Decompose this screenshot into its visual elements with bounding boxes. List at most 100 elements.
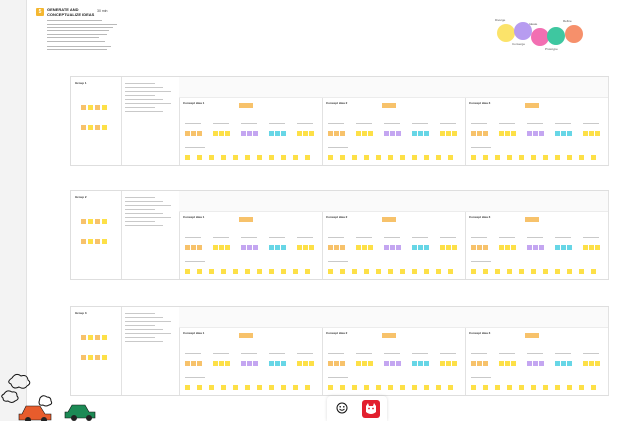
- sticky-note[interactable]: [197, 245, 202, 250]
- sticky-note[interactable]: [241, 361, 246, 366]
- sticky-note[interactable]: [269, 361, 274, 366]
- sticky-note[interactable]: [328, 385, 333, 390]
- sticky-note[interactable]: [505, 245, 510, 250]
- sticky-note[interactable]: [269, 131, 274, 136]
- sticky-note[interactable]: [253, 131, 258, 136]
- sticky-note[interactable]: [245, 385, 250, 390]
- sticky-note[interactable]: [531, 269, 536, 274]
- sticky-note[interactable]: [334, 131, 339, 136]
- sticky-note[interactable]: [483, 385, 488, 390]
- sticky-note[interactable]: [352, 269, 357, 274]
- sticky-note[interactable]: [334, 361, 339, 366]
- sticky-note[interactable]: [88, 239, 93, 244]
- sticky-note[interactable]: [543, 155, 548, 160]
- sticky-note[interactable]: [219, 131, 224, 136]
- sticky-note[interactable]: [396, 245, 401, 250]
- sticky-note[interactable]: [400, 385, 405, 390]
- sticky-note[interactable]: [555, 245, 560, 250]
- sticky-note[interactable]: [424, 361, 429, 366]
- sticky-note[interactable]: [209, 385, 214, 390]
- sticky-note[interactable]: [305, 155, 310, 160]
- sticky-note[interactable]: [384, 245, 389, 250]
- sticky-note[interactable]: [328, 131, 333, 136]
- sticky-note[interactable]: [555, 155, 560, 160]
- sticky-note[interactable]: [483, 245, 488, 250]
- sticky-note[interactable]: [88, 125, 93, 130]
- sticky-note[interactable]: [247, 245, 252, 250]
- sticky-note[interactable]: [448, 155, 453, 160]
- sticky-note[interactable]: [477, 131, 482, 136]
- sticky-note[interactable]: [533, 131, 538, 136]
- sticky-note[interactable]: [281, 361, 286, 366]
- sticky-note[interactable]: [436, 155, 441, 160]
- sticky-note[interactable]: [382, 217, 396, 222]
- sticky-note[interactable]: [197, 361, 202, 366]
- method-circle[interactable]: [531, 28, 549, 46]
- sticky-note[interactable]: [495, 385, 500, 390]
- sticky-note[interactable]: [452, 131, 457, 136]
- sticky-note[interactable]: [247, 131, 252, 136]
- sticky-note[interactable]: [424, 131, 429, 136]
- method-circle[interactable]: [514, 22, 532, 40]
- sticky-note[interactable]: [102, 125, 107, 130]
- sticky-note[interactable]: [591, 269, 596, 274]
- sticky-note[interactable]: [293, 385, 298, 390]
- sticky-note[interactable]: [281, 245, 286, 250]
- sticky-note[interactable]: [281, 385, 286, 390]
- sticky-note[interactable]: [595, 131, 600, 136]
- sticky-note[interactable]: [297, 361, 302, 366]
- sticky-note[interactable]: [519, 269, 524, 274]
- sticky-note[interactable]: [239, 217, 253, 222]
- sticky-note[interactable]: [269, 245, 274, 250]
- sticky-note[interactable]: [275, 245, 280, 250]
- sticky-note[interactable]: [471, 361, 476, 366]
- sticky-note[interactable]: [533, 245, 538, 250]
- sticky-note[interactable]: [185, 269, 190, 274]
- sticky-note[interactable]: [275, 131, 280, 136]
- sticky-note[interactable]: [241, 245, 246, 250]
- sticky-note[interactable]: [81, 239, 86, 244]
- sticky-note[interactable]: [95, 219, 100, 224]
- sticky-note[interactable]: [539, 361, 544, 366]
- sticky-note[interactable]: [102, 239, 107, 244]
- method-circle[interactable]: [565, 25, 583, 43]
- sticky-note[interactable]: [245, 269, 250, 274]
- sticky-note[interactable]: [328, 155, 333, 160]
- sticky-note[interactable]: [368, 245, 373, 250]
- sticky-note[interactable]: [507, 155, 512, 160]
- monster-icon[interactable]: [362, 400, 380, 418]
- sticky-note[interactable]: [555, 361, 560, 366]
- sticky-note[interactable]: [219, 361, 224, 366]
- sticky-note[interactable]: [247, 361, 252, 366]
- sticky-note[interactable]: [579, 385, 584, 390]
- sticky-note[interactable]: [561, 131, 566, 136]
- sticky-note[interactable]: [219, 245, 224, 250]
- sticky-note[interactable]: [305, 385, 310, 390]
- sticky-note[interactable]: [539, 245, 544, 250]
- sticky-note[interactable]: [257, 269, 262, 274]
- sticky-note[interactable]: [595, 361, 600, 366]
- sticky-note[interactable]: [281, 131, 286, 136]
- sticky-note[interactable]: [340, 131, 345, 136]
- sticky-note[interactable]: [589, 245, 594, 250]
- sticky-note[interactable]: [567, 155, 572, 160]
- sticky-note[interactable]: [424, 155, 429, 160]
- sticky-note[interactable]: [412, 385, 417, 390]
- sticky-note[interactable]: [364, 269, 369, 274]
- sticky-note[interactable]: [253, 361, 258, 366]
- sticky-note[interactable]: [309, 245, 314, 250]
- sticky-note[interactable]: [368, 131, 373, 136]
- sticky-note[interactable]: [567, 385, 572, 390]
- sticky-note[interactable]: [269, 269, 274, 274]
- sticky-note[interactable]: [364, 385, 369, 390]
- sticky-note[interactable]: [390, 131, 395, 136]
- sticky-note[interactable]: [527, 131, 532, 136]
- sticky-note[interactable]: [567, 361, 572, 366]
- sticky-note[interactable]: [561, 245, 566, 250]
- sticky-note[interactable]: [505, 361, 510, 366]
- sticky-note[interactable]: [483, 131, 488, 136]
- sticky-note[interactable]: [446, 131, 451, 136]
- sticky-note[interactable]: [525, 333, 539, 338]
- sticky-note[interactable]: [396, 131, 401, 136]
- sticky-note[interactable]: [511, 131, 516, 136]
